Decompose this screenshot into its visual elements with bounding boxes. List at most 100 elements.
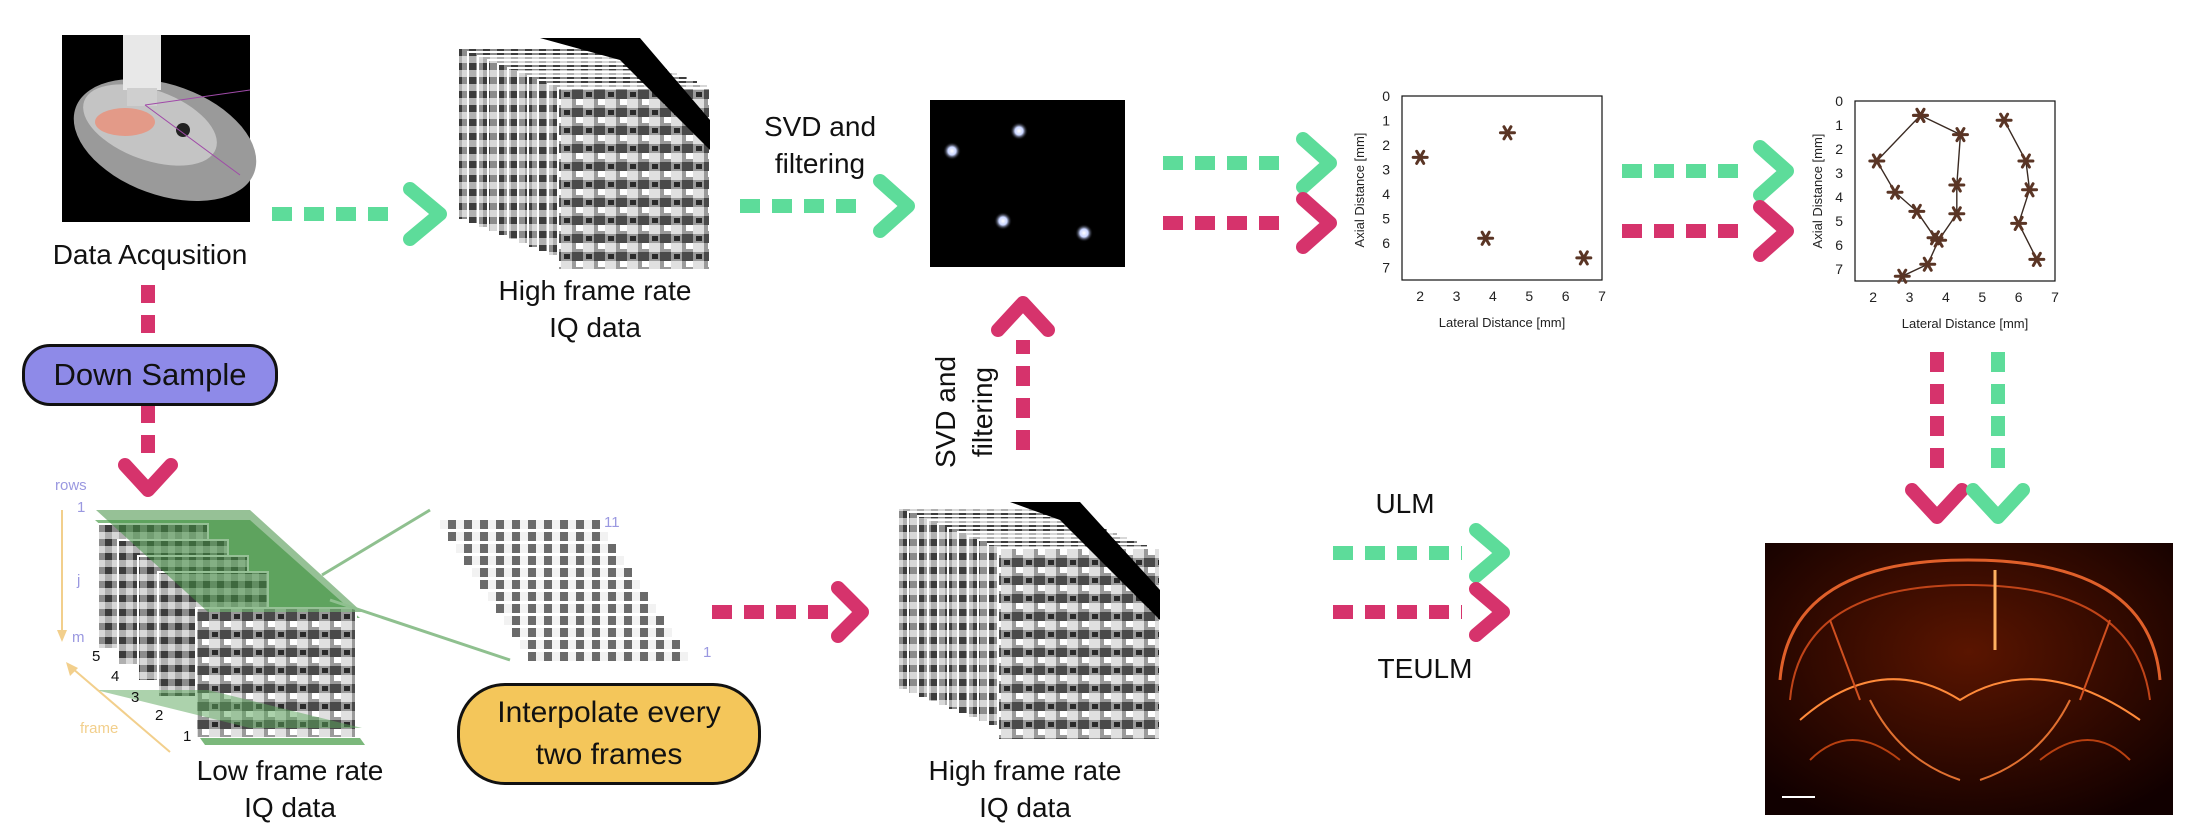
chart2-point (1868, 153, 1886, 169)
chart2-point (2028, 251, 2046, 267)
svd-vertical-line1: SVD and (930, 355, 961, 469)
arrow-pink-strips-to-hfr-bottom (712, 581, 869, 643)
chart2-xlabel: Lateral Distance [mm] (1902, 316, 2028, 331)
chart2-ytick: 3 (1835, 165, 1843, 181)
chart2-point (2021, 182, 2039, 198)
chart2-point (1886, 184, 1904, 200)
chart2-ytick: 6 (1835, 237, 1843, 253)
frame-tick-5: 5 (92, 648, 100, 665)
chart2-ytick: 2 (1835, 141, 1843, 157)
low-frame-rate-line1: Low frame rate (196, 755, 384, 786)
chart1-ylabel: Axial Distance [mm] (1352, 133, 1367, 248)
track-chart-trajectories: 0 1 2 3 4 5 6 7 2 3 4 5 6 7 Lateral Distance [mm] Ax… (1810, 95, 2059, 331)
arrow-pink-track-to-brain (1905, 352, 1969, 524)
chart1-ytick: 7 (1382, 260, 1390, 276)
arrow-pink-scatter-to-track (1622, 200, 1794, 262)
frame-tick-3: 3 (131, 689, 139, 706)
chart1-xtick: 5 (1525, 288, 1533, 304)
arrow-green-acquisition-to-hfr (272, 182, 447, 246)
volume-axis-frame: frame (80, 720, 118, 737)
low-frame-rate-volume (57, 508, 511, 753)
chart1-point (1411, 149, 1429, 165)
high-frame-rate-top-line2: IQ data (549, 312, 641, 343)
chart2-point (1908, 203, 1926, 219)
ulm-brain-image (1765, 543, 2173, 815)
chart2-point (1995, 112, 2013, 128)
chart1-xtick: 4 (1489, 288, 1497, 304)
chart1-ytick: 3 (1382, 162, 1390, 178)
chart2-ytick: 7 (1835, 261, 1843, 277)
legend-ulm-arrow (1333, 523, 1510, 583)
chart2-point (1948, 177, 1966, 193)
chart2-point (1911, 107, 1929, 123)
low-frame-rate-line2: IQ data (244, 792, 336, 823)
high-frame-rate-bottom-line2: IQ data (979, 792, 1071, 823)
high-frame-rate-bottom-line1: High frame rate (928, 755, 1122, 786)
teulm-text: TEULM (1377, 653, 1473, 684)
frame-tick-2: 2 (155, 707, 163, 724)
interpolate-line2: two frames (535, 738, 683, 771)
svd-filtering-top-label: SVD and filtering (730, 108, 910, 182)
chart2-point (1919, 256, 1937, 272)
arrow-green-track-to-brain (1966, 352, 2030, 524)
chart2-ytick: 1 (1835, 117, 1843, 133)
chart1-xlabel: Lateral Distance [mm] (1439, 315, 1565, 330)
scatter-chart-positions: 0 1 2 3 4 5 6 7 2 3 4 5 6 7 Lateral Distance [mm] Ax… (1352, 90, 1606, 330)
arrow-pink-hfr-bottom-to-filtered (991, 296, 1055, 450)
frame-tick-1: 1 (183, 728, 191, 745)
chart1-point (1575, 250, 1593, 266)
chart2-xtick: 3 (1906, 289, 1914, 305)
chart2-xtick: 6 (2015, 289, 2023, 305)
chart2-xtick: 7 (2051, 289, 2059, 305)
arrow-green-filtered-to-scatter (1163, 132, 1337, 194)
data-acquisition-image (62, 35, 257, 222)
chart2-point (1893, 268, 1911, 284)
volume-axis-rows: rows (55, 477, 87, 494)
volume-axis-row-last: m (72, 629, 85, 646)
ulm-legend-label: ULM (1345, 485, 1465, 522)
chart1-ytick: 5 (1382, 211, 1390, 227)
chart2-ytick: 5 (1835, 213, 1843, 229)
low-frame-rate-label: Low frame rate IQ data (170, 752, 410, 826)
chart1-xtick: 6 (1562, 288, 1570, 304)
high-frame-rate-top-line1: High frame rate (498, 275, 692, 306)
high-frame-rate-top-label: High frame rate IQ data (475, 272, 715, 346)
chart2-point (1948, 206, 1966, 222)
interpolation-strips (440, 520, 688, 661)
chart1-plot-frame (1401, 95, 1603, 281)
chart1-xtick: 7 (1598, 288, 1606, 304)
arrow-pink-downsample-to-volume (118, 405, 178, 497)
arrow-pink-filtered-to-scatter (1163, 192, 1337, 254)
chart1-point (1477, 230, 1495, 246)
svd-vertical-line2: filtering (967, 366, 998, 458)
data-acquisition-text: Data Acqusition (52, 239, 248, 270)
high-frame-rate-stack-top (457, 38, 711, 271)
high-frame-rate-stack-bottom (897, 502, 1161, 741)
strip-label-bottom: 1 (703, 644, 711, 661)
interpolate-line1: Interpolate every (497, 696, 721, 729)
arrow-green-scatter-to-track (1622, 140, 1794, 202)
chart2-xtick: 2 (1869, 289, 1877, 305)
strip-label-top: 11 (604, 514, 620, 531)
svd-filtering-vertical-label: SVD and filtering (927, 332, 1001, 492)
volume-axis-row-first: 1 (77, 499, 85, 516)
filtered-bubbles-image (930, 100, 1125, 267)
chart2-point (2010, 215, 2028, 231)
chart1-xtick: 2 (1416, 288, 1424, 304)
frame-tick-4: 4 (111, 668, 119, 685)
chart1-ytick: 4 (1382, 186, 1390, 202)
high-frame-rate-bottom-label: High frame rate IQ data (905, 752, 1145, 826)
chart2-point (1926, 230, 1944, 246)
chart1-xtick: 3 (1453, 288, 1461, 304)
chart1-ytick: 0 (1382, 90, 1390, 104)
chart2-ytick: 4 (1835, 189, 1843, 205)
legend-teulm-arrow (1333, 582, 1510, 642)
arrow-green-hfr-to-filtered (740, 174, 915, 238)
chart1-ytick: 2 (1382, 137, 1390, 153)
down-sample-box: Down Sample (22, 344, 278, 406)
chart2-ytick: 0 (1835, 95, 1843, 109)
chart2-ylabel: Axial Distance [mm] (1810, 134, 1825, 249)
chart2-xtick: 5 (1978, 289, 1986, 305)
data-acquisition-label: Data Acqusition (30, 236, 270, 273)
